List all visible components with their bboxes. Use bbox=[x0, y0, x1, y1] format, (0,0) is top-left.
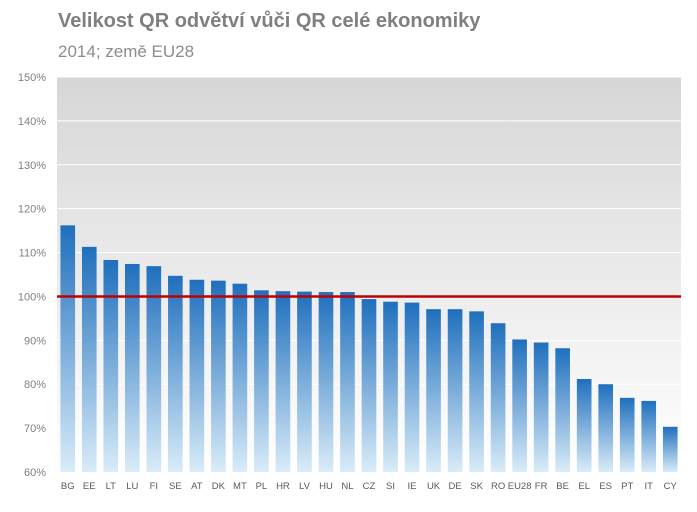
x-tick-label: HR bbox=[276, 481, 290, 492]
bars bbox=[60, 225, 678, 472]
bar-se bbox=[168, 275, 183, 472]
x-tick-label: RO bbox=[491, 481, 505, 492]
y-tick-label: 140% bbox=[18, 116, 46, 128]
x-tick-label: IT bbox=[644, 481, 653, 492]
y-tick-label: 70% bbox=[24, 423, 46, 435]
x-tick-label: SK bbox=[470, 481, 483, 492]
bar-cz bbox=[361, 299, 377, 472]
y-tick-label: 100% bbox=[18, 291, 46, 303]
bar-lu bbox=[124, 263, 140, 472]
x-tick-label: HU bbox=[319, 481, 333, 492]
bar-es bbox=[598, 384, 614, 472]
x-tick-label: BG bbox=[61, 481, 75, 492]
x-tick-label: NL bbox=[341, 481, 353, 492]
bar-eu28 bbox=[512, 339, 527, 472]
y-tick-label: 120% bbox=[18, 204, 46, 216]
y-tick-label: 90% bbox=[24, 335, 46, 347]
bar-hr bbox=[275, 291, 291, 472]
bar-pl bbox=[254, 290, 269, 472]
y-tick-label: 80% bbox=[24, 379, 46, 391]
x-tick-label: EU28 bbox=[508, 481, 532, 492]
x-tick-label: LU bbox=[126, 481, 138, 492]
x-tick-label: DK bbox=[212, 481, 226, 492]
bar-be bbox=[555, 348, 570, 472]
y-tick-label: 130% bbox=[18, 160, 46, 172]
bar-lv bbox=[297, 291, 312, 472]
bar-pt bbox=[619, 397, 635, 472]
x-tick-label: AT bbox=[191, 481, 203, 492]
y-tick-label: 110% bbox=[19, 248, 47, 260]
y-tick-label: 60% bbox=[24, 467, 46, 479]
x-tick-label: PT bbox=[621, 481, 633, 492]
y-axis-ticks: 60% 70% 80% 90% 100% 110% 120% 130% 140% 150% bbox=[18, 72, 46, 479]
bar-sk bbox=[469, 311, 484, 472]
bar-lt bbox=[103, 260, 119, 472]
bar-it bbox=[641, 400, 657, 472]
x-tick-label: UK bbox=[427, 481, 441, 492]
x-tick-label: LV bbox=[299, 481, 311, 492]
chart-title: Velikost QR odvětví vůči QR celé ekonomi… bbox=[58, 10, 481, 32]
x-tick-label: PL bbox=[256, 481, 268, 492]
x-tick-label: EE bbox=[83, 481, 96, 492]
bar-hu bbox=[318, 292, 334, 472]
x-axis-ticks: BG EE LT LU FI SE AT DK MT PL HR LV HU NL CZ SI IE UK DE SK… bbox=[61, 481, 678, 492]
x-tick-label: CZ bbox=[363, 481, 376, 492]
bar-ie bbox=[404, 302, 420, 472]
x-tick-label: CY bbox=[664, 481, 678, 492]
bar-mt bbox=[232, 283, 248, 472]
x-tick-label: IE bbox=[408, 481, 417, 492]
x-tick-label: MT bbox=[233, 481, 247, 492]
bar-at bbox=[189, 279, 205, 472]
bar-el bbox=[576, 378, 592, 472]
bar-bg bbox=[60, 225, 76, 472]
bar-fr bbox=[533, 342, 549, 472]
x-tick-label: LT bbox=[106, 481, 117, 492]
x-tick-label: SI bbox=[386, 481, 395, 492]
bar-de bbox=[447, 309, 463, 472]
bar-cy bbox=[662, 426, 678, 472]
bar-si bbox=[383, 301, 398, 472]
x-tick-label: ES bbox=[599, 481, 612, 492]
bar-dk bbox=[211, 280, 226, 472]
y-tick-label: 150% bbox=[18, 72, 46, 84]
bar-ee bbox=[81, 246, 97, 472]
bar-nl bbox=[340, 292, 355, 472]
x-tick-label: FI bbox=[150, 481, 158, 492]
bar-uk bbox=[426, 309, 441, 472]
chart-subtitle: 2014; země EU28 bbox=[58, 42, 195, 61]
x-tick-label: FR bbox=[535, 481, 548, 492]
x-tick-label: SE bbox=[169, 481, 182, 492]
bar-fi bbox=[146, 266, 162, 472]
x-tick-label: DE bbox=[448, 481, 461, 492]
x-tick-label: BE bbox=[556, 481, 569, 492]
bar-ro bbox=[490, 323, 506, 472]
x-tick-label: EL bbox=[578, 481, 590, 492]
